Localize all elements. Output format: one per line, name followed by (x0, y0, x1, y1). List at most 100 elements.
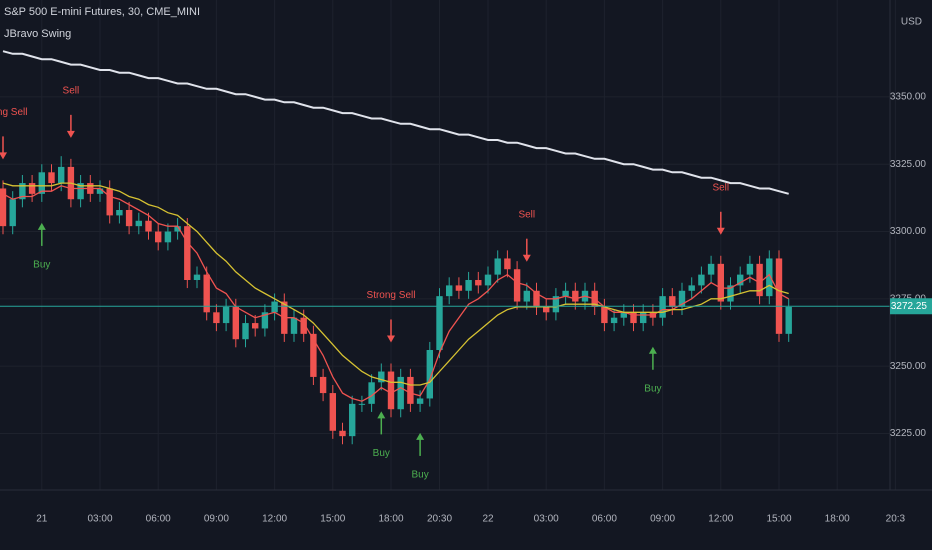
x-tick-label: 22 (482, 514, 494, 525)
candle-body (775, 258, 783, 334)
x-tick-label: 06:00 (146, 514, 171, 525)
candle-body (378, 371, 385, 383)
candle-body (358, 403, 366, 405)
signal-arrow-head (522, 254, 531, 262)
candle-body (766, 258, 773, 297)
signal-arrow-head (648, 346, 657, 354)
signal-label: Strong Sell (367, 290, 416, 301)
candle-body (737, 274, 744, 286)
candle-body (193, 274, 201, 280)
candle-body (339, 430, 346, 437)
candle-body (543, 306, 550, 313)
candle-body (562, 290, 569, 297)
signal-arrow-head (0, 152, 7, 160)
candle-body (698, 274, 705, 286)
candle-body (397, 376, 404, 410)
x-tick-label: 12:00 (708, 514, 733, 525)
candle-body (446, 285, 453, 297)
signal-label: Sell (518, 209, 535, 220)
candle-body (125, 210, 133, 227)
indicator-line (2, 50, 789, 195)
x-tick-label: 09:00 (204, 514, 229, 525)
candle-body (707, 263, 715, 275)
candle-body (630, 312, 637, 324)
candle-body (271, 301, 278, 313)
signal-arrow-head (37, 222, 46, 230)
x-tick-label: 21 (36, 514, 48, 525)
y-tick-label: 3350.00 (890, 92, 927, 103)
grid (0, 0, 896, 490)
signal-label: Buy (33, 260, 50, 271)
x-tick-label: 15:00 (320, 514, 345, 525)
x-tick-label: 18:00 (378, 514, 403, 525)
candle-body (349, 403, 356, 437)
x-tick-label: 03:00 (534, 514, 559, 525)
candle-body (659, 296, 666, 318)
x-tick-label: 15:00 (766, 514, 791, 525)
candle-body (174, 226, 181, 232)
currency: USD (901, 17, 922, 28)
signal-label: Buy (644, 383, 661, 394)
axes: 3225.003250.003275.003300.003325.003350.… (36, 92, 932, 525)
candle-body (300, 317, 307, 334)
chart-title: S&P 500 E-mini Futures, 30, CME_MINI (4, 6, 200, 18)
candle-body (28, 183, 36, 194)
indicator-name: JBravo Swing (4, 28, 71, 40)
y-tick-label: 3300.00 (890, 226, 927, 237)
candle-body (48, 172, 55, 184)
candle-body (329, 393, 336, 431)
candle-body (484, 274, 492, 286)
signal-label: Buy (411, 470, 428, 481)
candle-body (620, 312, 627, 318)
x-tick-label: 20:3 (886, 514, 906, 525)
y-tick-label: 3325.00 (890, 159, 927, 170)
candle-body (533, 290, 540, 307)
candle-body (785, 306, 792, 334)
candle-body (310, 333, 317, 377)
signal-arrow-head (66, 130, 75, 138)
signal-arrow-head (377, 411, 386, 419)
x-tick-label: 12:00 (262, 514, 287, 525)
candle-body (222, 306, 230, 324)
candle-body (155, 231, 162, 243)
candle-body (242, 323, 249, 340)
candle-body (416, 398, 424, 404)
candle-body (0, 188, 7, 227)
last-price-tag (890, 298, 932, 315)
candle-body (9, 199, 16, 227)
candle-body (601, 306, 608, 324)
candle-body (640, 312, 647, 324)
candle-body (688, 285, 695, 291)
plot-area: Strong Sell Sell Buy Strong Sell Buy Buy Sell B… (0, 50, 890, 481)
candle-body (669, 296, 676, 307)
candle-body (368, 382, 375, 404)
candle-body (232, 306, 239, 340)
candle-body (756, 263, 763, 297)
signal-label: Sell (63, 85, 80, 96)
candle-body (494, 258, 501, 275)
signal-arrow-head (387, 335, 395, 343)
candle-body (96, 188, 104, 194)
x-tick-label: 20:30 (427, 514, 452, 525)
candle-body (504, 258, 511, 270)
candle-body (203, 274, 210, 313)
candle-body (135, 220, 142, 227)
candle-body (523, 290, 530, 302)
candle-body (387, 371, 395, 410)
signal-arrow-head (416, 432, 425, 440)
candle-body (213, 312, 220, 324)
candle-body (678, 290, 686, 307)
signal-label: Buy (373, 448, 390, 459)
candle-body (610, 317, 618, 324)
candle-body (19, 183, 26, 200)
x-tick-label: 03:00 (87, 514, 112, 525)
candle-body (513, 269, 521, 302)
last-price-label: 3272.25 (891, 301, 928, 312)
indicator-line (2, 182, 789, 386)
signal-label: Sell (712, 182, 729, 193)
candle-body (475, 280, 482, 286)
candle-body (116, 210, 123, 216)
candle-body (572, 290, 579, 302)
